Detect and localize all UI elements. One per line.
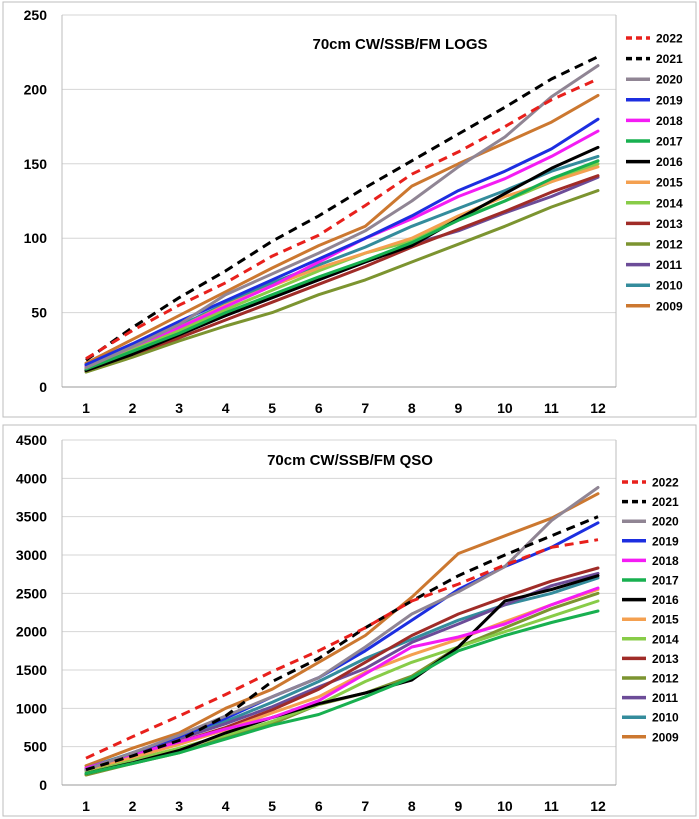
series-line-2014	[84, 599, 600, 773]
y-tick-label: 250	[24, 7, 48, 23]
legend-label-2015: 2015	[652, 613, 679, 627]
y-tick-label: 1500	[16, 662, 47, 678]
x-tick-label: 1	[82, 400, 90, 416]
legend-label-2011: 2011	[656, 258, 682, 272]
series-line-2021	[85, 515, 599, 772]
series-line-2017	[84, 609, 600, 775]
series-line-2013	[84, 174, 600, 373]
legend-label-2019: 2019	[652, 534, 679, 548]
legend-label-2012: 2012	[652, 672, 679, 686]
legend-label-2022: 2022	[656, 32, 683, 46]
x-tick-label: 3	[175, 400, 183, 416]
y-tick-label: 100	[24, 230, 48, 246]
legend-label-2015: 2015	[656, 176, 683, 190]
y-tick-label: 2500	[16, 585, 47, 601]
legend-label-2021: 2021	[652, 495, 679, 509]
legend-label-2016: 2016	[656, 155, 683, 169]
x-tick-label: 11	[544, 798, 559, 814]
x-tick-label: 9	[454, 400, 462, 416]
legend-label-2018: 2018	[656, 114, 683, 128]
y-tick-label: 1000	[16, 700, 47, 716]
series-line-2012	[84, 189, 600, 374]
chart-title: 70cm CW/SSB/FM LOGS	[312, 36, 487, 53]
series-line-2020	[84, 486, 600, 772]
legend-label-2018: 2018	[652, 554, 679, 568]
legend-label-2010: 2010	[652, 711, 679, 725]
x-tick-label: 7	[361, 400, 369, 416]
y-tick-label: 0	[39, 777, 47, 793]
legend-label-2021: 2021	[656, 52, 683, 66]
x-tick-label: 7	[361, 798, 369, 814]
x-tick-label: 10	[497, 400, 513, 416]
y-tick-label: 200	[24, 81, 48, 97]
legend-label-2013: 2013	[656, 217, 683, 231]
series-line-2011	[84, 571, 600, 772]
x-tick-label: 6	[315, 400, 323, 416]
legend-label-2022: 2022	[652, 476, 679, 490]
series-line-2018	[84, 586, 600, 770]
x-tick-label: 11	[544, 400, 559, 416]
x-tick-label: 4	[222, 400, 230, 416]
legend-label-2017: 2017	[652, 574, 679, 588]
x-tick-label: 10	[497, 798, 513, 814]
y-tick-label: 4000	[16, 470, 47, 486]
x-tick-label: 12	[590, 798, 606, 814]
legend-label-2017: 2017	[656, 135, 683, 149]
series-line-2020	[84, 64, 600, 370]
legend-label-2020: 2020	[652, 515, 679, 529]
series-line-2016	[84, 574, 600, 775]
series-line-2016	[84, 145, 600, 373]
x-tick-label: 2	[129, 400, 137, 416]
x-tick-label: 3	[175, 798, 183, 814]
y-tick-label: 4500	[16, 432, 47, 448]
legend-label-2009: 2009	[652, 730, 679, 744]
series-line-2015	[84, 588, 600, 772]
y-tick-label: 50	[31, 305, 47, 321]
series-line-2022	[85, 538, 599, 760]
legend-label-2011: 2011	[652, 691, 678, 705]
x-tick-label: 4	[222, 798, 230, 814]
legend-label-2012: 2012	[656, 238, 683, 252]
x-tick-label: 9	[454, 798, 462, 814]
legend-label-2013: 2013	[652, 652, 679, 666]
series-line-2017	[84, 159, 600, 371]
legend-label-2016: 2016	[652, 593, 679, 607]
y-tick-label: 3000	[16, 547, 47, 563]
legend-label-2019: 2019	[656, 93, 683, 107]
legend-label-2009: 2009	[656, 299, 683, 313]
series-line-2009	[84, 93, 600, 365]
x-tick-label: 2	[129, 798, 137, 814]
y-tick-label: 0	[39, 379, 47, 395]
legend: 2022 2021 2020 2019 2018 2017 2016 2015 2014 2013…	[626, 32, 683, 313]
chart-border	[2, 424, 697, 817]
x-tick-label: 12	[590, 400, 606, 416]
y-tick-label: 500	[24, 739, 48, 755]
y-tick-label: 2000	[16, 624, 47, 640]
series-line-2009	[84, 492, 600, 768]
x-tick-label: 5	[268, 798, 276, 814]
chart-title: 70cm CW/SSB/FM QSO	[267, 452, 433, 469]
legend-label-2014: 2014	[652, 632, 679, 646]
series-line-2019	[84, 117, 600, 367]
series-line-2022	[85, 77, 599, 360]
legend-label-2010: 2010	[656, 279, 683, 293]
y-tick-label: 3500	[16, 509, 47, 525]
legend: 2022 2021 2020 2019 2018 2017 2016 2015 2014 2013…	[622, 476, 679, 744]
series-line-2021	[85, 55, 599, 362]
legend-label-2014: 2014	[656, 196, 683, 210]
x-tick-label: 1	[82, 798, 90, 814]
x-tick-label: 5	[268, 400, 276, 416]
x-tick-label: 6	[315, 798, 323, 814]
x-tick-label: 8	[408, 400, 416, 416]
legend-label-2020: 2020	[656, 73, 683, 87]
x-tick-label: 8	[408, 798, 416, 814]
y-tick-label: 150	[24, 156, 48, 172]
